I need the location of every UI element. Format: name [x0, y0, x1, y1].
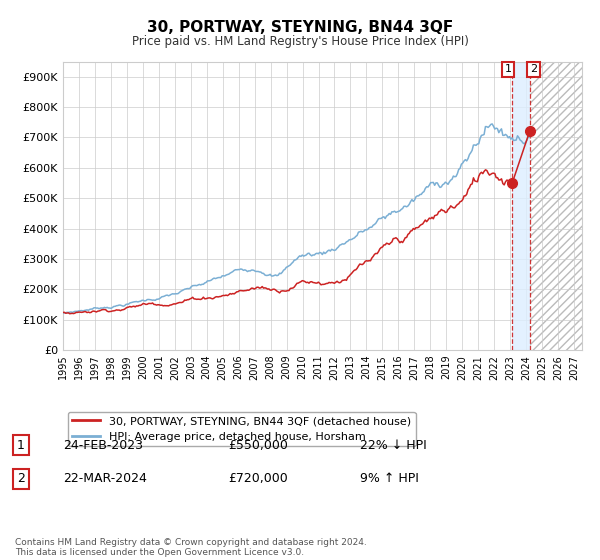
Text: 22% ↓ HPI: 22% ↓ HPI [360, 438, 427, 452]
Text: £720,000: £720,000 [228, 472, 288, 486]
Text: 24-FEB-2023: 24-FEB-2023 [63, 438, 143, 452]
Text: £550,000: £550,000 [228, 438, 288, 452]
Legend: 30, PORTWAY, STEYNING, BN44 3QF (detached house), HPI: Average price, detached h: 30, PORTWAY, STEYNING, BN44 3QF (detache… [68, 412, 416, 446]
Text: 1: 1 [17, 438, 25, 452]
Text: 1: 1 [505, 64, 512, 74]
Text: 30, PORTWAY, STEYNING, BN44 3QF: 30, PORTWAY, STEYNING, BN44 3QF [147, 20, 453, 35]
Bar [512, 62, 530, 350]
Bar [530, 62, 582, 350]
Text: 2: 2 [530, 64, 537, 74]
Text: 9% ↑ HPI: 9% ↑ HPI [360, 472, 419, 486]
Text: Contains HM Land Registry data © Crown copyright and database right 2024.
This d: Contains HM Land Registry data © Crown c… [15, 538, 367, 557]
Text: Price paid vs. HM Land Registry's House Price Index (HPI): Price paid vs. HM Land Registry's House … [131, 35, 469, 48]
Text: 22-MAR-2024: 22-MAR-2024 [63, 472, 147, 486]
Text: 2: 2 [17, 472, 25, 486]
